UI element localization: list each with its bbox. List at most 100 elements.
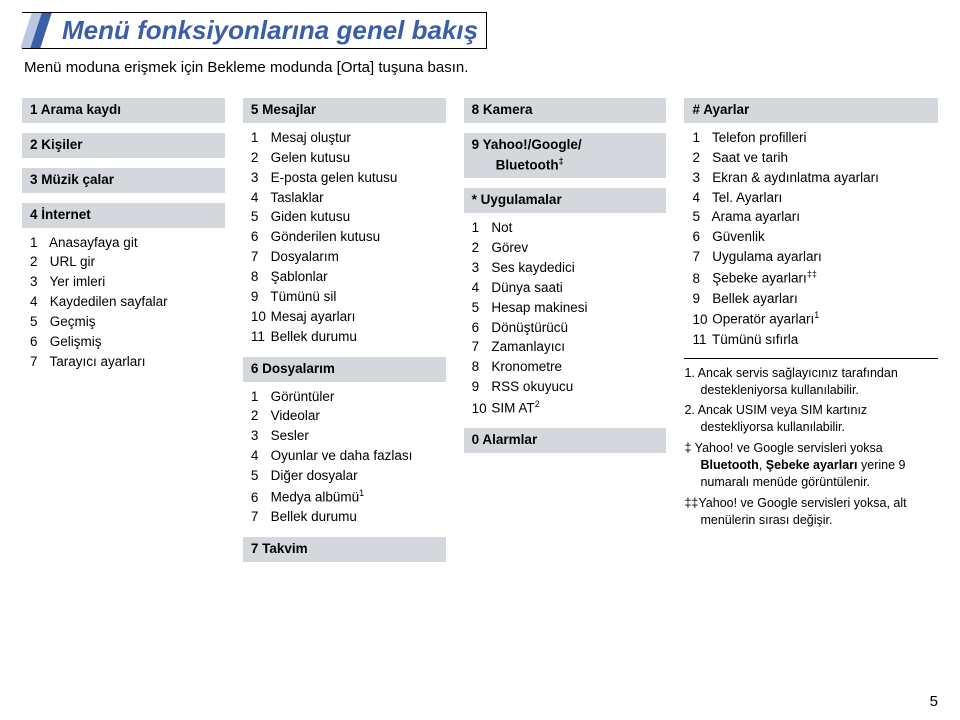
item-number: 8 [472, 358, 488, 377]
list-item: 3 Sesler [251, 427, 446, 446]
item-text: Giden kutusu [271, 209, 351, 224]
list-item: 1 Mesaj oluştur [251, 129, 446, 148]
item-number: 4 [251, 189, 267, 208]
title-slash [22, 13, 56, 48]
item-text: Kaydedilen sayfalar [50, 294, 168, 309]
item-number: 4 [692, 189, 708, 208]
item-text: E-posta gelen kutusu [271, 170, 398, 185]
list-item: 7 Dosyalarım [251, 248, 446, 267]
item-number: 7 [251, 508, 267, 527]
head-star: * Uygulamalar [464, 188, 667, 213]
item-number: 11 [251, 328, 267, 347]
list-item: 4 Tel. Ayarları [692, 189, 938, 208]
item-text: Sesler [271, 428, 309, 443]
item-number: 7 [692, 248, 708, 267]
list-item: 9 RSS okuyucu [472, 378, 667, 397]
list-item: 11 Tümünü sıfırla [692, 331, 938, 350]
item-number: 8 [692, 270, 708, 289]
list-item: 5 Diğer dosyalar [251, 467, 446, 486]
item-number: 4 [30, 293, 46, 312]
item-text: Operatör ayarları [712, 312, 814, 327]
list-item: 10 Mesaj ayarları [251, 308, 446, 327]
list-item: 4 Taslaklar [251, 189, 446, 208]
item-text: Görüntüler [271, 389, 335, 404]
list-item: 1 Görüntüler [251, 388, 446, 407]
head-9-line2: Bluetooth‡ [472, 155, 659, 175]
item-text: Taslaklar [270, 190, 323, 205]
list-item: 2 Gelen kutusu [251, 149, 446, 168]
column-4: # Ayarlar 1 Telefon profilleri2 Saat ve … [684, 98, 938, 568]
list-item: 7 Zamanlayıcı [472, 338, 667, 357]
item-text: Ses kaydedici [491, 260, 574, 275]
item-text: Telefon profilleri [712, 130, 807, 145]
note-3-mid: , [759, 458, 766, 472]
head-4: 4 İnternet [22, 203, 225, 228]
item-text: Dünya saati [491, 280, 562, 295]
list-item: 9 Tümünü sil [251, 288, 446, 307]
head-9-line1: 9 Yahoo!/Google/ [472, 137, 582, 152]
item-number: 2 [251, 407, 267, 426]
list-item: 3 E-posta gelen kutusu [251, 169, 446, 188]
item-text: Gelişmiş [50, 334, 102, 349]
list-item: 1 Not [472, 219, 667, 238]
head-6: 6 Dosyalarım [243, 357, 446, 382]
item-number: 1 [251, 388, 267, 407]
list-item: 8 Kronometre [472, 358, 667, 377]
item-number: 5 [692, 208, 708, 227]
notes-divider [684, 358, 938, 359]
list-item: 6 Dönüştürücü [472, 319, 667, 338]
head-5: 5 Mesajlar [243, 98, 446, 123]
item-text: Mesaj oluştur [271, 130, 351, 145]
item-number: 1 [472, 219, 488, 238]
item-text: Tel. Ayarları [712, 190, 782, 205]
item-text: Bellek ayarları [712, 291, 798, 306]
item-number: 9 [251, 288, 267, 307]
list-item: 1 Telefon profilleri [692, 129, 938, 148]
list-5: 1 Mesaj oluştur2 Gelen kutusu3 E-posta g… [243, 129, 446, 347]
item-number: 3 [251, 427, 267, 446]
notes: 1. Ancak servis sağlayıcınız tarafından … [684, 365, 938, 529]
head-9-sup: ‡ [559, 156, 564, 166]
item-text: Şablonlar [271, 269, 328, 284]
list-item: 4 Dünya saati [472, 279, 667, 298]
list-hash: 1 Telefon profilleri2 Saat ve tarih3 Ekr… [684, 129, 938, 350]
list-item: 7 Uygulama ayarları [692, 248, 938, 267]
item-number: 3 [251, 169, 267, 188]
head-hash: # Ayarlar [684, 98, 938, 123]
list-item: 4 Oyunlar ve daha fazlası [251, 447, 446, 466]
item-number: 10 [251, 308, 267, 327]
list-item: 5 Hesap makinesi [472, 299, 667, 318]
head-9: 9 Yahoo!/Google/ Bluetooth‡ [464, 133, 667, 178]
item-text: Ekran & aydınlatma ayarları [712, 170, 879, 185]
item-text: Saat ve tarih [712, 150, 788, 165]
item-number: 5 [30, 313, 46, 332]
item-number: 6 [692, 228, 708, 247]
item-text: Tümünü sıfırla [712, 332, 798, 347]
item-number: 8 [251, 268, 267, 287]
item-sup: 1 [359, 488, 364, 498]
head-9-bt: Bluetooth [496, 157, 559, 172]
item-text: Tümünü sil [270, 289, 336, 304]
list-item: 3 Yer imleri [30, 273, 225, 292]
item-number: 3 [472, 259, 488, 278]
item-text: Gelen kutusu [271, 150, 351, 165]
list-item: 8 Şebeke ayarları‡‡ [692, 268, 938, 288]
item-text: Tarayıcı ayarları [50, 354, 146, 369]
head-0: 0 Alarmlar [464, 428, 667, 453]
item-number: 2 [692, 149, 708, 168]
item-number: 2 [30, 253, 46, 272]
item-number: 6 [251, 489, 267, 508]
item-text: Not [491, 220, 512, 235]
note-4: ‡‡Yahoo! ve Google servisleri yoksa, alt… [684, 495, 938, 529]
item-text: Yer imleri [50, 274, 106, 289]
item-text: Dönüştürücü [491, 320, 568, 335]
title-box: Menü fonksiyonlarına genel bakış [22, 12, 487, 49]
list-item: 10 SIM AT2 [472, 398, 667, 418]
note-3: ‡ Yahoo! ve Google servisleri yoksa Blue… [684, 440, 938, 491]
item-text: Mesaj ayarları [271, 309, 356, 324]
item-text: Şebeke ayarları [712, 271, 807, 286]
column-1: 1 Arama kaydı 2 Kişiler 3 Müzik çalar 4 … [22, 98, 225, 568]
head-7: 7 Takvim [243, 537, 446, 562]
item-text: Arama ayarları [712, 209, 801, 224]
list-item: 1 Anasayfaya git [30, 234, 225, 253]
